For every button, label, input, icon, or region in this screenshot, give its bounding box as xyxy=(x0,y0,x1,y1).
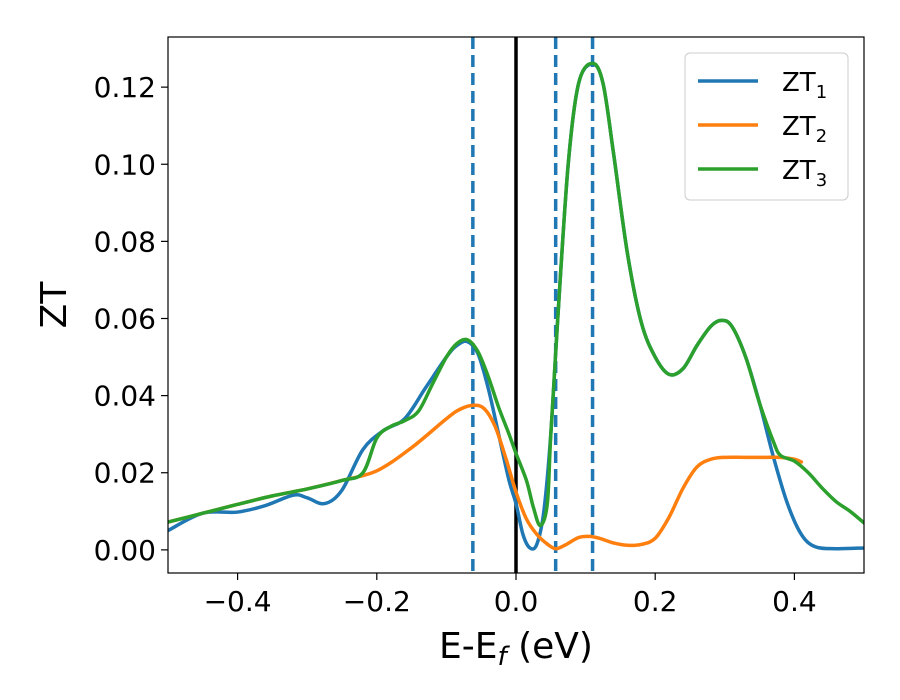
x-axis-label-unit: (eV) xyxy=(507,626,593,667)
legend-box xyxy=(684,52,849,201)
series-layer xyxy=(168,61,864,551)
y-tick-label: 0.00 xyxy=(94,534,156,567)
y-tick-label: 0.08 xyxy=(94,225,156,258)
legend-label-zt1: ZT1 xyxy=(782,68,827,103)
x-tick-label: −0.2 xyxy=(343,585,411,618)
x-tick-label: 0.0 xyxy=(494,585,539,618)
y-axis-label: ZT xyxy=(34,281,75,329)
series-line-zt2 xyxy=(168,403,804,551)
legend-label-zt3: ZT3 xyxy=(782,156,827,191)
y-tick-label: 0.06 xyxy=(94,302,156,335)
x-tick-label: 0.2 xyxy=(633,585,678,618)
y-tick-label: 0.12 xyxy=(94,71,156,104)
legend-label-zt2: ZT2 xyxy=(782,112,827,147)
x-tick-label: −0.4 xyxy=(204,585,272,618)
x-axis-label: E-Ef (eV) xyxy=(439,626,593,672)
x-tick-label: 0.4 xyxy=(772,585,817,618)
legend: ZT1 ZT2 ZT3 xyxy=(684,52,849,201)
x-axis-ticks: −0.4 −0.2 0.0 0.2 0.4 xyxy=(204,573,817,618)
reference-lines xyxy=(471,37,595,573)
series-line-zt3 xyxy=(168,61,864,528)
y-tick-label: 0.02 xyxy=(94,457,156,490)
y-tick-label: 0.10 xyxy=(94,148,156,181)
y-axis-ticks: 0.00 0.02 0.04 0.06 0.08 0.10 0.12 xyxy=(94,71,168,567)
x-axis-label-main: E-E xyxy=(439,626,497,667)
y-tick-label: 0.04 xyxy=(94,380,156,413)
